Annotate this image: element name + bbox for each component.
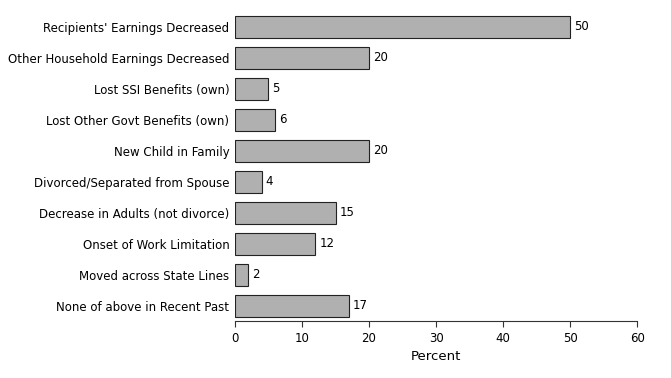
Bar — [235, 77, 268, 100]
Bar — [235, 15, 570, 38]
Bar — [235, 201, 336, 224]
Bar — [235, 294, 349, 317]
Bar — [235, 263, 248, 286]
Text: 12: 12 — [319, 237, 334, 250]
Text: 5: 5 — [272, 82, 280, 95]
Text: 6: 6 — [279, 113, 287, 126]
Text: 17: 17 — [353, 299, 368, 312]
Bar — [235, 108, 275, 131]
Text: 20: 20 — [373, 51, 388, 64]
Bar — [235, 139, 369, 162]
Bar — [235, 170, 262, 193]
Bar — [235, 46, 369, 69]
Text: 50: 50 — [574, 20, 589, 33]
Text: 2: 2 — [252, 268, 260, 281]
Text: 4: 4 — [266, 175, 273, 188]
X-axis label: Percent: Percent — [411, 350, 462, 363]
Text: 15: 15 — [340, 206, 354, 219]
Text: 20: 20 — [373, 144, 388, 157]
Bar — [235, 232, 315, 255]
